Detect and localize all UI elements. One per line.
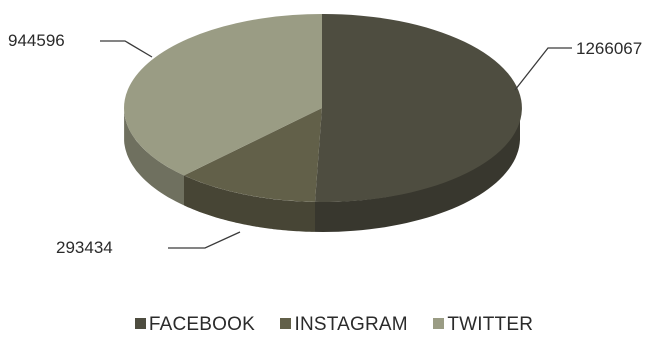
pie-slice-instagram [184, 108, 322, 202]
value-label-facebook: 1266067 [576, 39, 642, 58]
legend-swatch-instagram [280, 318, 292, 329]
pie-slice-twitter [124, 14, 323, 176]
chart-legend: FACEBOOK INSTAGRAM TWITTER [0, 314, 668, 336]
value-label-instagram: 293434 [56, 238, 113, 257]
pie-slices [124, 13, 522, 232]
leader-line-instagram [168, 231, 241, 249]
legend-item-instagram: INSTAGRAM [280, 314, 408, 336]
legend-label-twitter: TWITTER [447, 314, 534, 335]
pie-side-instagram [184, 175, 315, 232]
value-label-twitter: 944596 [8, 31, 65, 50]
legend-item-twitter: TWITTER [433, 314, 533, 336]
pie-side-facebook [315, 109, 520, 232]
legend-label-facebook: FACEBOOK [148, 314, 255, 335]
legend-label-instagram: INSTAGRAM [294, 314, 408, 335]
leader-line-facebook [514, 47, 572, 91]
pie-chart-canvas: 1266067 293434 944596 [8, 13, 642, 257]
legend-item-facebook: FACEBOOK [134, 314, 255, 336]
legend-swatch-twitter [433, 318, 445, 329]
pie-side-twitter [124, 110, 184, 206]
legend-swatch-facebook [134, 318, 146, 329]
value-labels: 1266067 293434 944596 [8, 31, 642, 257]
leader-line-twitter [100, 40, 153, 58]
pie-slice-facebook [315, 13, 522, 202]
